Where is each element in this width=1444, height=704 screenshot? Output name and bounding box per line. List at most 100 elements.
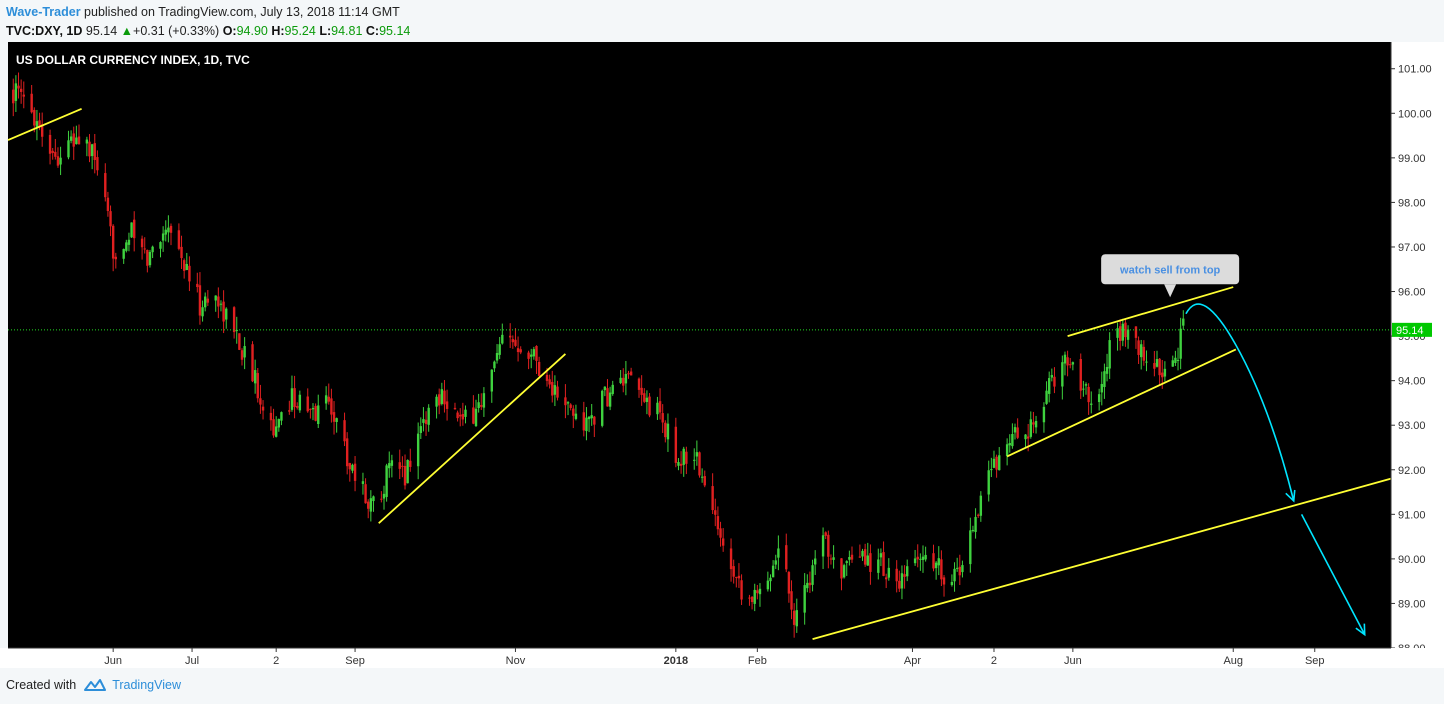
candle-body	[548, 379, 551, 385]
candle-body	[67, 140, 70, 158]
candle-body	[553, 385, 557, 395]
candle-body	[364, 484, 367, 504]
candle-body	[737, 575, 741, 579]
candle-body	[1137, 340, 1140, 355]
candle-body	[658, 401, 662, 413]
candle-body	[185, 264, 188, 271]
candle-body	[572, 408, 575, 416]
candle-body	[464, 409, 467, 417]
candle-body	[259, 398, 262, 405]
candle-body	[685, 451, 688, 464]
symbol-label: TVC:DXY, 1D	[6, 24, 83, 38]
candle-body	[593, 416, 596, 425]
candle-body	[1174, 357, 1177, 364]
candle-body	[827, 534, 830, 557]
price-tick-label: 90.00	[1398, 554, 1426, 566]
candle-body	[182, 260, 186, 271]
candle-body	[1079, 358, 1082, 391]
candle-body	[459, 414, 462, 417]
candle-body	[771, 565, 775, 578]
candle-body	[274, 426, 278, 437]
arrow-head	[1285, 489, 1296, 503]
candle-body	[1108, 340, 1111, 369]
candle-body	[582, 412, 586, 431]
candle-body	[895, 568, 898, 582]
candle-body	[456, 412, 459, 419]
candle-body	[758, 588, 762, 595]
candle-body	[1042, 406, 1046, 423]
price-axis-background[interactable]	[1391, 42, 1444, 648]
candle-body	[808, 582, 812, 586]
tradingview-link[interactable]: TradingView	[112, 678, 181, 692]
time-axis: Jun Jul 2 Sep Nov 2018 Feb Apr 2 Jun Aug Sep	[104, 648, 1325, 667]
candle-body	[574, 413, 578, 419]
candle-body	[353, 463, 357, 481]
candle-body	[54, 151, 57, 157]
candle-body	[711, 486, 714, 511]
candle-body	[96, 157, 99, 171]
trend-line	[812, 477, 1392, 640]
author-link[interactable]: Wave-Trader	[6, 5, 81, 19]
candle-body	[703, 476, 706, 486]
candle-body	[884, 577, 888, 580]
candle-body	[1097, 394, 1101, 403]
price-tick-label: 91.00	[1398, 509, 1426, 521]
candle-body	[398, 462, 401, 469]
created-with-text: Created with	[6, 678, 77, 692]
candle-body	[832, 557, 835, 560]
time-tick-label: Jun	[1064, 655, 1082, 667]
candle-body	[840, 558, 843, 579]
high-value: 95.24	[284, 24, 316, 38]
candle-body	[677, 462, 680, 466]
candle-body	[256, 373, 259, 399]
candle-body	[388, 463, 391, 469]
candle-body	[587, 416, 591, 420]
candle-body	[629, 371, 633, 376]
candle-body	[1176, 360, 1180, 362]
price-tick-label: 96.00	[1398, 287, 1426, 299]
price-tick-label: 98.00	[1398, 197, 1426, 209]
current-price-badge	[1392, 322, 1432, 337]
candle-body	[474, 408, 478, 426]
candle-body	[882, 552, 885, 576]
price-tick-label: 100.00	[1398, 108, 1432, 120]
candle-body	[330, 398, 333, 415]
candle-body	[606, 388, 609, 407]
candle-body	[235, 330, 238, 332]
candle-body	[48, 134, 52, 154]
candle-body	[919, 558, 922, 560]
footer: Created with TradingView	[6, 678, 181, 692]
candle-body	[17, 85, 20, 89]
candle-body	[740, 580, 743, 600]
candle-body	[217, 296, 220, 307]
candle-body	[611, 384, 614, 394]
candle-body	[56, 156, 60, 166]
candle-body	[269, 412, 273, 421]
candle-body	[977, 514, 980, 516]
price-chart[interactable]: US DOLLAR CURRENCY INDEX, 1D, TVC watch …	[0, 42, 1444, 668]
candle-body	[298, 394, 302, 411]
candle-body	[900, 573, 904, 589]
candle-body	[296, 406, 299, 408]
candle-body	[453, 407, 457, 410]
candle-body	[916, 556, 919, 560]
candle-body	[998, 455, 1001, 471]
candle-body	[222, 301, 225, 322]
price-tick-label: 93.00	[1398, 420, 1426, 432]
candle-body	[406, 459, 409, 484]
candle-body	[627, 373, 630, 375]
price-tick-label: 99.00	[1398, 153, 1426, 165]
candle-body	[180, 246, 183, 259]
time-tick-label: Sep	[1305, 655, 1325, 667]
low-value: 94.81	[331, 24, 363, 38]
candle-body	[682, 448, 685, 465]
time-tick-label: Aug	[1223, 655, 1243, 667]
candle-body	[435, 396, 438, 407]
candle-body	[225, 308, 228, 320]
candle-body	[1153, 363, 1156, 369]
time-axis-background[interactable]	[0, 648, 1444, 668]
candle-body	[495, 352, 499, 361]
candle-body	[1071, 362, 1075, 365]
candle-body	[69, 136, 73, 141]
price-tick-label: 89.00	[1398, 598, 1426, 610]
